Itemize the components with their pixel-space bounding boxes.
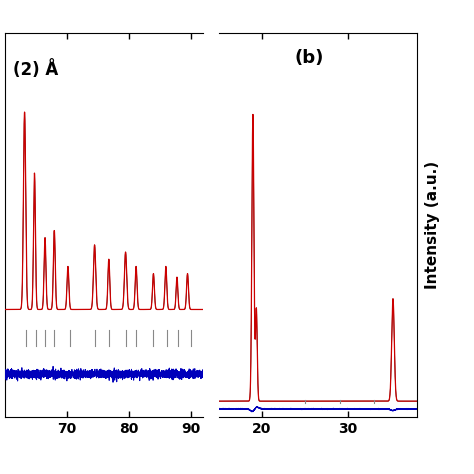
Text: (2) Å: (2) Å	[13, 60, 58, 79]
Y-axis label: Intensity (a.u.): Intensity (a.u.)	[426, 161, 440, 289]
Text: (b): (b)	[294, 48, 324, 66]
